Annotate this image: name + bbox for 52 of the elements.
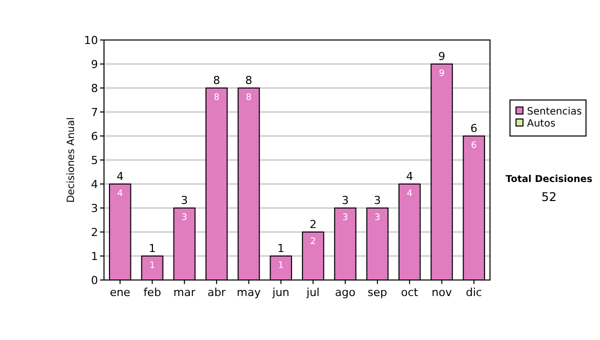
- total-label: 9: [438, 50, 446, 63]
- data-label: 4: [117, 189, 124, 199]
- legend-label: Autos: [527, 118, 556, 130]
- total-label: 3: [342, 194, 349, 207]
- x-tick-label: nov: [432, 286, 452, 299]
- y-tick-label: 5: [91, 154, 98, 167]
- x-tick-label: feb: [143, 286, 162, 299]
- total-label: 1: [277, 242, 284, 255]
- text: Total Decisiones: [506, 174, 593, 185]
- data-label: 6: [471, 141, 478, 151]
- data-label: 3: [374, 213, 380, 223]
- data-label: 4: [406, 189, 413, 199]
- total-label: 2: [310, 218, 317, 231]
- total-label: 3: [374, 194, 381, 207]
- x-tick-label: jul: [306, 286, 320, 299]
- x-tick-label: ago: [335, 286, 356, 299]
- data-label: 9: [438, 69, 445, 79]
- y-tick-label: 6: [91, 130, 98, 143]
- y-tick-label: 4: [91, 178, 98, 191]
- total-label: 4: [406, 170, 414, 183]
- total-label: 8: [213, 74, 220, 87]
- x-tick-label: jun: [271, 286, 290, 299]
- data-label: 3: [342, 213, 348, 223]
- data-label: 8: [246, 93, 252, 103]
- total-label: 1: [148, 242, 156, 255]
- data-label: 2: [310, 237, 316, 247]
- x-tick-label: abr: [207, 286, 226, 299]
- x-tick-label: ene: [110, 286, 131, 299]
- data-label: 8: [214, 93, 220, 103]
- x-tick-label: sep: [368, 286, 388, 299]
- x-tick-label: mar: [173, 286, 196, 299]
- y-tick-label: 2: [91, 226, 98, 239]
- y-tick-label: 7: [91, 106, 98, 119]
- total-label: 6: [470, 122, 478, 135]
- x-tick-label: may: [236, 286, 262, 299]
- y-tick-label: 8: [91, 82, 98, 95]
- total-label: 4: [116, 170, 124, 183]
- y-axis-title: Decisiones Anual: [66, 117, 77, 203]
- x-tick-label: dic: [466, 286, 482, 299]
- y-tick-label: 9: [91, 58, 98, 71]
- data-label: 1: [149, 261, 156, 271]
- y-tick-label: 3: [91, 202, 98, 215]
- x-tick-label: oct: [401, 286, 419, 299]
- text: 52: [541, 190, 557, 204]
- y-tick-label: 1: [91, 250, 98, 263]
- total-label: 3: [180, 194, 188, 207]
- data-label: 3: [182, 213, 188, 223]
- total-label: 8: [245, 74, 252, 87]
- legend-label: Sentencias: [527, 106, 582, 118]
- y-tick-label: 0: [91, 274, 98, 287]
- y-tick-label: 10: [84, 34, 98, 47]
- data-label: 1: [278, 261, 284, 271]
